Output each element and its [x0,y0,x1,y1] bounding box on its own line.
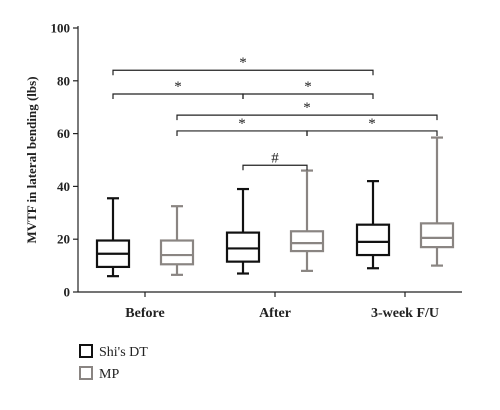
y-axis-title: MVTF in lateral bending (lbs) [24,76,39,243]
significance-marker: * [238,116,246,132]
significance-marker: * [368,116,376,132]
y-tick-label: 0 [64,285,71,300]
x-category-label: 3-week F/U [371,306,439,321]
legend-swatch-shis-dt [79,344,93,358]
box-iqr [289,230,325,253]
box-iqr [225,231,261,263]
y-tick-label: 100 [51,21,71,36]
plot-area: 0 20 40 60 80 100 Before After 3-week F/U * * * * * * # [51,21,462,321]
y-tick-label: 20 [57,232,70,247]
legend-label-shis-dt: Shi's DT [99,345,148,360]
x-category-label: After [259,306,291,321]
box-iqr [419,222,455,249]
significance-marker: * [174,79,182,95]
y-tick-label: 40 [57,179,70,194]
y-tick-label: 80 [57,73,70,88]
significance-marker: # [271,150,279,166]
x-category-label: Before [125,306,164,321]
box-iqr [355,223,391,257]
legend: Shi's DT MP [79,344,148,382]
significance-bracket [242,93,374,99]
legend-swatch-mp [79,366,93,380]
significance-bracket [242,164,308,171]
box-iqr [159,239,195,266]
significance-marker: * [304,79,312,95]
significance-bracket [306,130,438,136]
y-tick-label: 60 [57,126,70,141]
significance-marker: * [239,55,247,71]
significance-bracket [112,69,374,76]
legend-label-mp: MP [99,367,119,382]
significance-bracket [176,114,438,121]
significance-marker: * [303,100,311,116]
